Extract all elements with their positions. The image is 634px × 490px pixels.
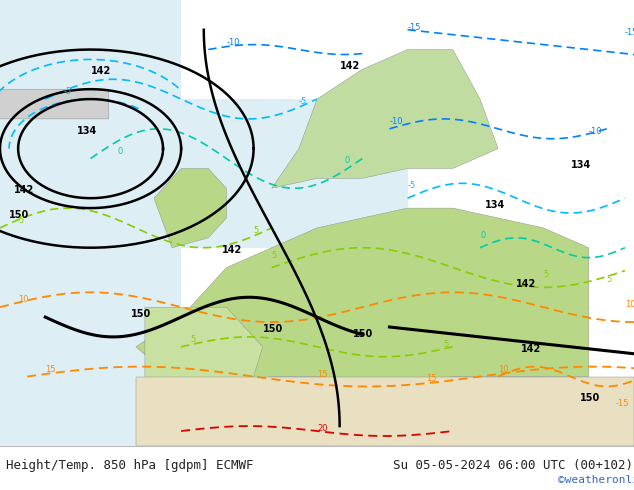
Text: -10: -10 (389, 117, 403, 126)
Text: 142: 142 (222, 245, 242, 255)
Text: 10: 10 (625, 300, 634, 309)
Text: 150: 150 (131, 309, 152, 319)
Text: 150: 150 (9, 210, 29, 220)
Text: 142: 142 (91, 66, 111, 76)
Text: 0: 0 (118, 147, 123, 156)
Text: Su 05-05-2024 06:00 UTC (00+102): Su 05-05-2024 06:00 UTC (00+102) (393, 459, 633, 472)
Text: -15: -15 (625, 27, 634, 37)
Polygon shape (154, 169, 226, 248)
Text: 5: 5 (272, 250, 277, 260)
Text: 5: 5 (444, 340, 449, 349)
FancyBboxPatch shape (181, 99, 408, 248)
Text: -5: -5 (299, 97, 307, 106)
Text: 15: 15 (45, 365, 56, 373)
FancyBboxPatch shape (0, 0, 181, 446)
Text: 0: 0 (344, 156, 349, 166)
Text: 5: 5 (254, 226, 259, 235)
Text: 20: 20 (317, 424, 328, 433)
FancyBboxPatch shape (181, 327, 543, 446)
Text: 150: 150 (579, 393, 600, 403)
Text: 134: 134 (77, 126, 97, 136)
Text: 150: 150 (353, 329, 373, 339)
Text: 142: 142 (516, 279, 536, 290)
Polygon shape (136, 208, 589, 387)
Text: -5: -5 (408, 181, 416, 190)
Text: 142: 142 (521, 344, 541, 354)
Text: -15: -15 (616, 399, 630, 408)
Text: -10: -10 (589, 127, 602, 136)
Text: 150: 150 (262, 324, 283, 334)
Text: 134: 134 (571, 160, 591, 171)
Polygon shape (272, 49, 498, 188)
Text: -10: -10 (226, 38, 240, 47)
Text: Height/Temp. 850 hPa [gdpm] ECMWF: Height/Temp. 850 hPa [gdpm] ECMWF (6, 459, 254, 472)
Text: 142: 142 (13, 185, 34, 195)
Text: 5: 5 (543, 270, 548, 279)
Text: 5: 5 (607, 275, 612, 284)
Polygon shape (136, 376, 634, 446)
Text: 10: 10 (18, 295, 29, 304)
Polygon shape (0, 89, 108, 119)
Text: 0: 0 (480, 231, 485, 240)
Text: ©weatheronline.co.uk: ©weatheronline.co.uk (558, 475, 634, 485)
Polygon shape (145, 307, 262, 387)
Text: 5: 5 (18, 216, 23, 225)
Text: 134: 134 (484, 200, 505, 210)
Text: -5: -5 (63, 87, 72, 96)
Text: 10: 10 (498, 365, 508, 373)
Text: 5: 5 (190, 335, 195, 344)
Text: 15: 15 (317, 369, 328, 379)
Text: 15: 15 (425, 374, 436, 384)
Text: 142: 142 (340, 61, 360, 72)
Text: -15: -15 (408, 23, 421, 32)
